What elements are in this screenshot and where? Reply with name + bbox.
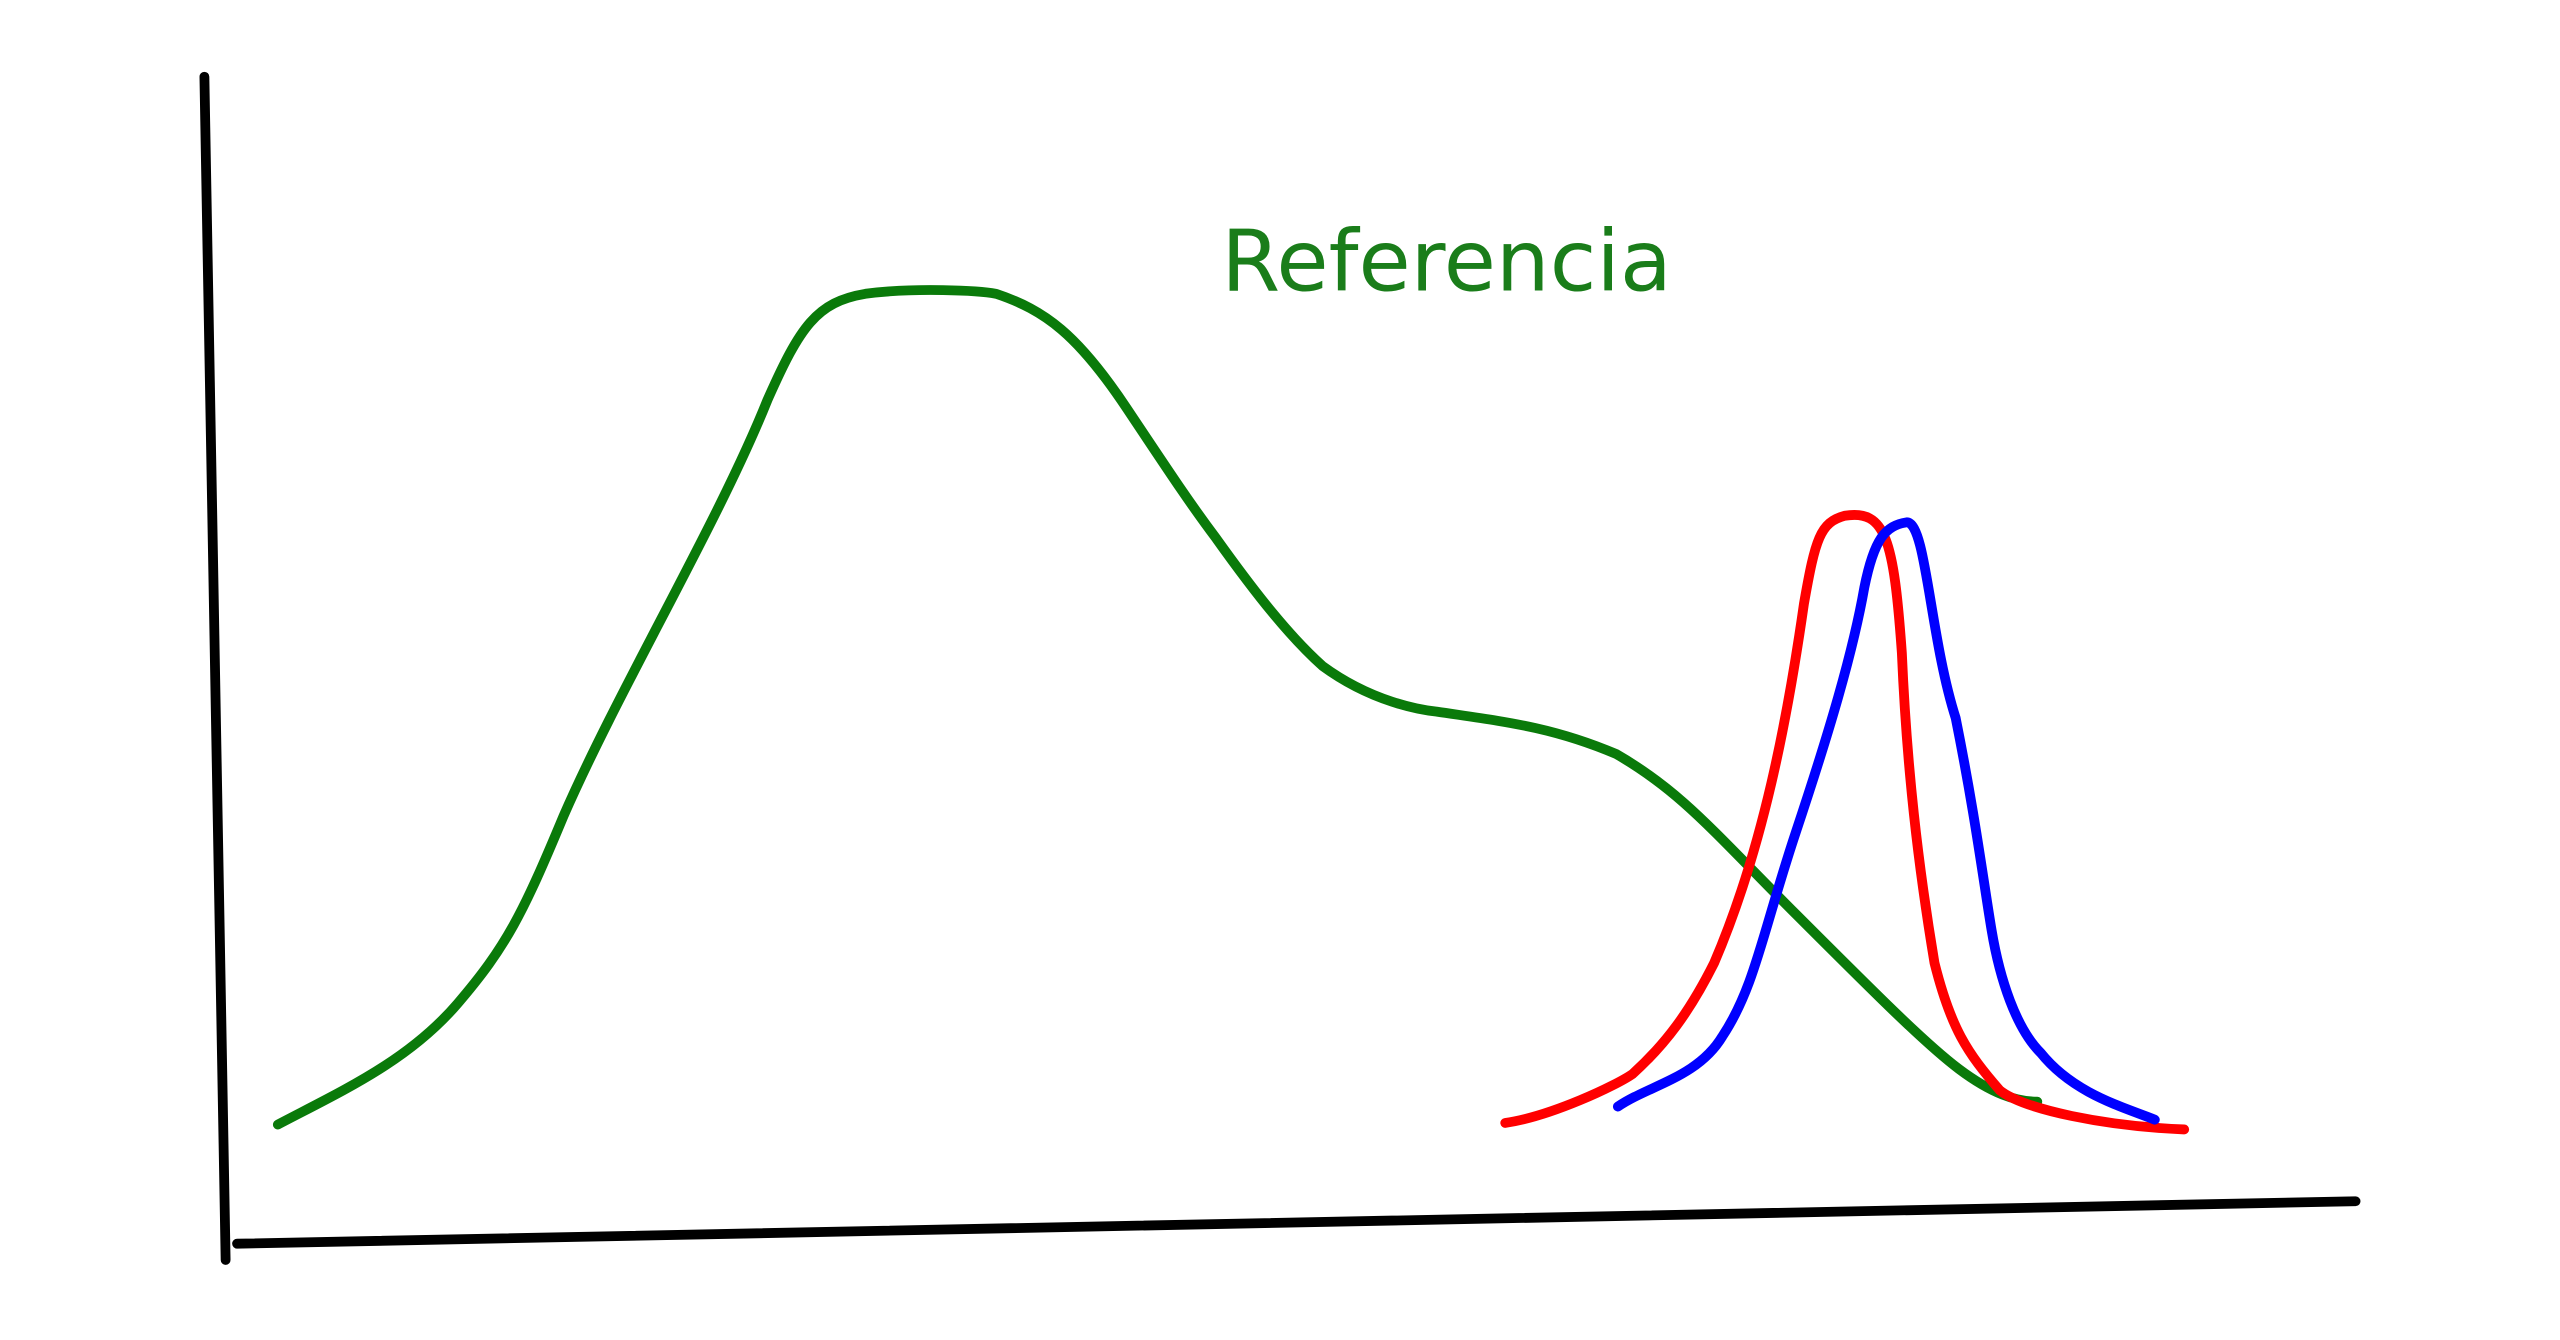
x-axis: [232, 1196, 2361, 1249]
reference-label: Referencia: [1221, 213, 1672, 312]
red-curve: [1500, 510, 2190, 1135]
blue-curve: [1612, 517, 2160, 1125]
reference-curve: [272, 285, 2043, 1130]
y-axis: [199, 71, 231, 1265]
